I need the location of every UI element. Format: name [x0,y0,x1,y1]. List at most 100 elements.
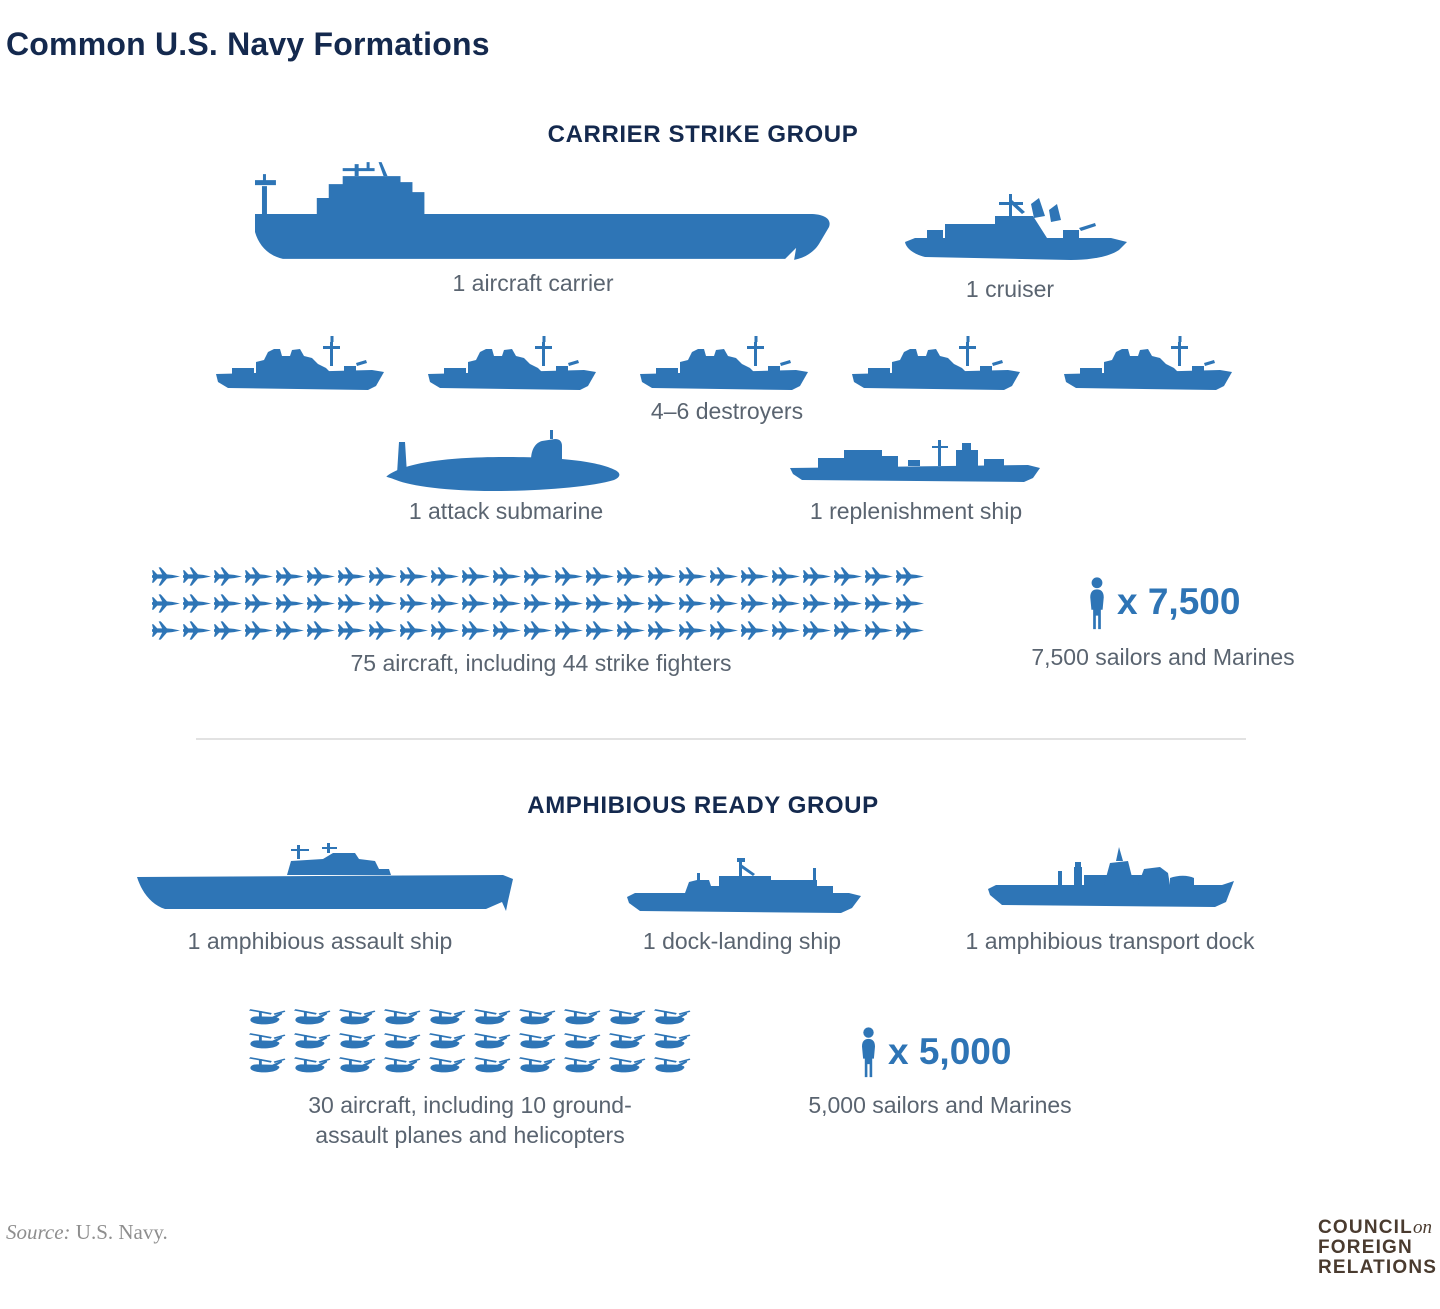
fighter-jet-icon [834,593,865,620]
fighter-jet-icon [648,593,679,620]
fighter-jet-icon [276,620,307,647]
fighter-jet-icon [307,593,338,620]
tiltrotor-aircraft-icon [563,1032,608,1056]
tiltrotor-aircraft-icon [338,1056,383,1080]
fighter-jet-icon [431,593,462,620]
fighter-jet-icon [896,566,927,593]
tiltrotor-aircraft-icon [338,1008,383,1032]
tiltrotor-aircraft-icon [473,1008,518,1032]
replenishment-ship-label: 1 replenishment ship [809,498,1023,524]
fighter-jet-icon [524,620,555,647]
amphibious-assault-ship-label: 1 amphibious assault ship [187,928,453,954]
section-title-amphibious-ready-group: AMPHIBIOUS READY GROUP [527,792,879,819]
fighter-jet-icon [586,593,617,620]
fighter-jet-icon [369,566,400,593]
fighter-jet-icon [555,566,586,593]
personnel-label-arg: 5,000 sailors and Marines [808,1092,1072,1118]
arg-aircraft-count-label: 30 aircraft, including 10 ground- assaul… [308,1090,631,1150]
cfr-logo-line2: FOREIGN [1318,1237,1413,1258]
source-text: U.S. Navy. [70,1220,168,1244]
cfr-logo-line1: COUNCILon [1318,1217,1432,1238]
fighter-jet-icon [152,593,183,620]
personnel-label-csg: 7,500 sailors and Marines [1031,644,1295,670]
arg-aircraft-count-line1: 30 aircraft, including 10 ground- [308,1092,632,1118]
fighter-jet-icon [400,566,431,593]
fighter-jet-icon [276,566,307,593]
fighter-jet-icon [710,620,741,647]
destroyer-icon [848,336,1020,399]
tiltrotor-aircraft-icon [608,1056,653,1080]
tiltrotor-aircraft-icon [653,1008,698,1032]
fighter-jet-icon [865,620,896,647]
fighter-jet-icon [865,593,896,620]
fighter-jet-icon [772,566,803,593]
fighter-jet-icon [369,593,400,620]
fighter-jet-icon [679,566,710,593]
fighter-jet-icon [245,620,276,647]
fighter-jet-icon [183,593,214,620]
tiltrotor-aircraft-icon [653,1032,698,1056]
tiltrotor-aircraft-icon [293,1008,338,1032]
helicopter-pictogram-grid [248,1008,700,1080]
fighter-jet-icon [307,566,338,593]
tiltrotor-aircraft-icon [248,1056,293,1080]
fighter-jet-icon [741,566,772,593]
fighter-jet-icon [648,620,679,647]
tiltrotor-aircraft-icon [338,1032,383,1056]
personnel-multiplier-csg: x 7,500 [1117,581,1241,622]
fighter-jet-icon [152,566,183,593]
tiltrotor-aircraft-icon [383,1032,428,1056]
cruiser-label: 1 cruiser [965,276,1055,302]
fighter-jet-icon [524,566,555,593]
destroyer-icon [212,336,384,399]
fighter-jet-icon [834,620,865,647]
page-title: Common U.S. Navy Formations [6,26,490,62]
tiltrotor-aircraft-icon [563,1056,608,1080]
arg-aircraft-count-line2: assault planes and helicopters [315,1122,625,1148]
attack-submarine-label: 1 attack submarine [408,498,604,524]
tiltrotor-aircraft-icon [293,1056,338,1080]
fighter-jet-icon [617,593,648,620]
tiltrotor-aircraft-icon [293,1032,338,1056]
fighter-jet-icon [803,593,834,620]
destroyer-icon [636,336,808,399]
source-attribution: Source: U.S. Navy. [6,1220,168,1245]
fighter-jet-icon [245,566,276,593]
section-divider [196,738,1246,740]
fighter-jet-icon [617,620,648,647]
tiltrotor-aircraft-icon [428,1008,473,1032]
tiltrotor-aircraft-icon [473,1032,518,1056]
fighter-jet-icon [803,566,834,593]
fighter-jet-icon [493,593,524,620]
fighter-jet-icon [524,593,555,620]
destroyer-icon [424,336,596,399]
amphibious-assault-ship-icon [137,843,513,919]
tiltrotor-aircraft-icon [428,1056,473,1080]
aircraft-carrier-label: 1 aircraft carrier [452,270,614,296]
fighter-jet-icon [679,620,710,647]
fighter-jet-icon [493,620,524,647]
cfr-logo-line3: RELATIONS [1318,1257,1438,1278]
fighter-jet-icon [462,593,493,620]
source-prefix: Source: [6,1220,71,1244]
destroyer-row [212,336,1232,399]
aircraft-pictogram-grid [152,566,932,647]
fighter-jet-icon [338,593,369,620]
tiltrotor-aircraft-icon [248,1008,293,1032]
fighter-jet-icon [679,593,710,620]
fighter-jet-icon [710,566,741,593]
fighter-jet-icon [276,593,307,620]
tiltrotor-aircraft-icon [518,1008,563,1032]
tiltrotor-aircraft-icon [563,1008,608,1032]
fighter-jet-icon [214,593,245,620]
fighter-jet-icon [555,593,586,620]
dock-landing-ship-icon [625,855,861,919]
fighter-jet-icon [710,593,741,620]
fighter-jet-icon [369,620,400,647]
tiltrotor-aircraft-icon [248,1032,293,1056]
fighter-jet-icon [555,620,586,647]
fighter-jet-icon [772,620,803,647]
person-icon [858,1027,879,1084]
fighter-jet-icon [431,620,462,647]
tiltrotor-aircraft-icon [383,1056,428,1080]
